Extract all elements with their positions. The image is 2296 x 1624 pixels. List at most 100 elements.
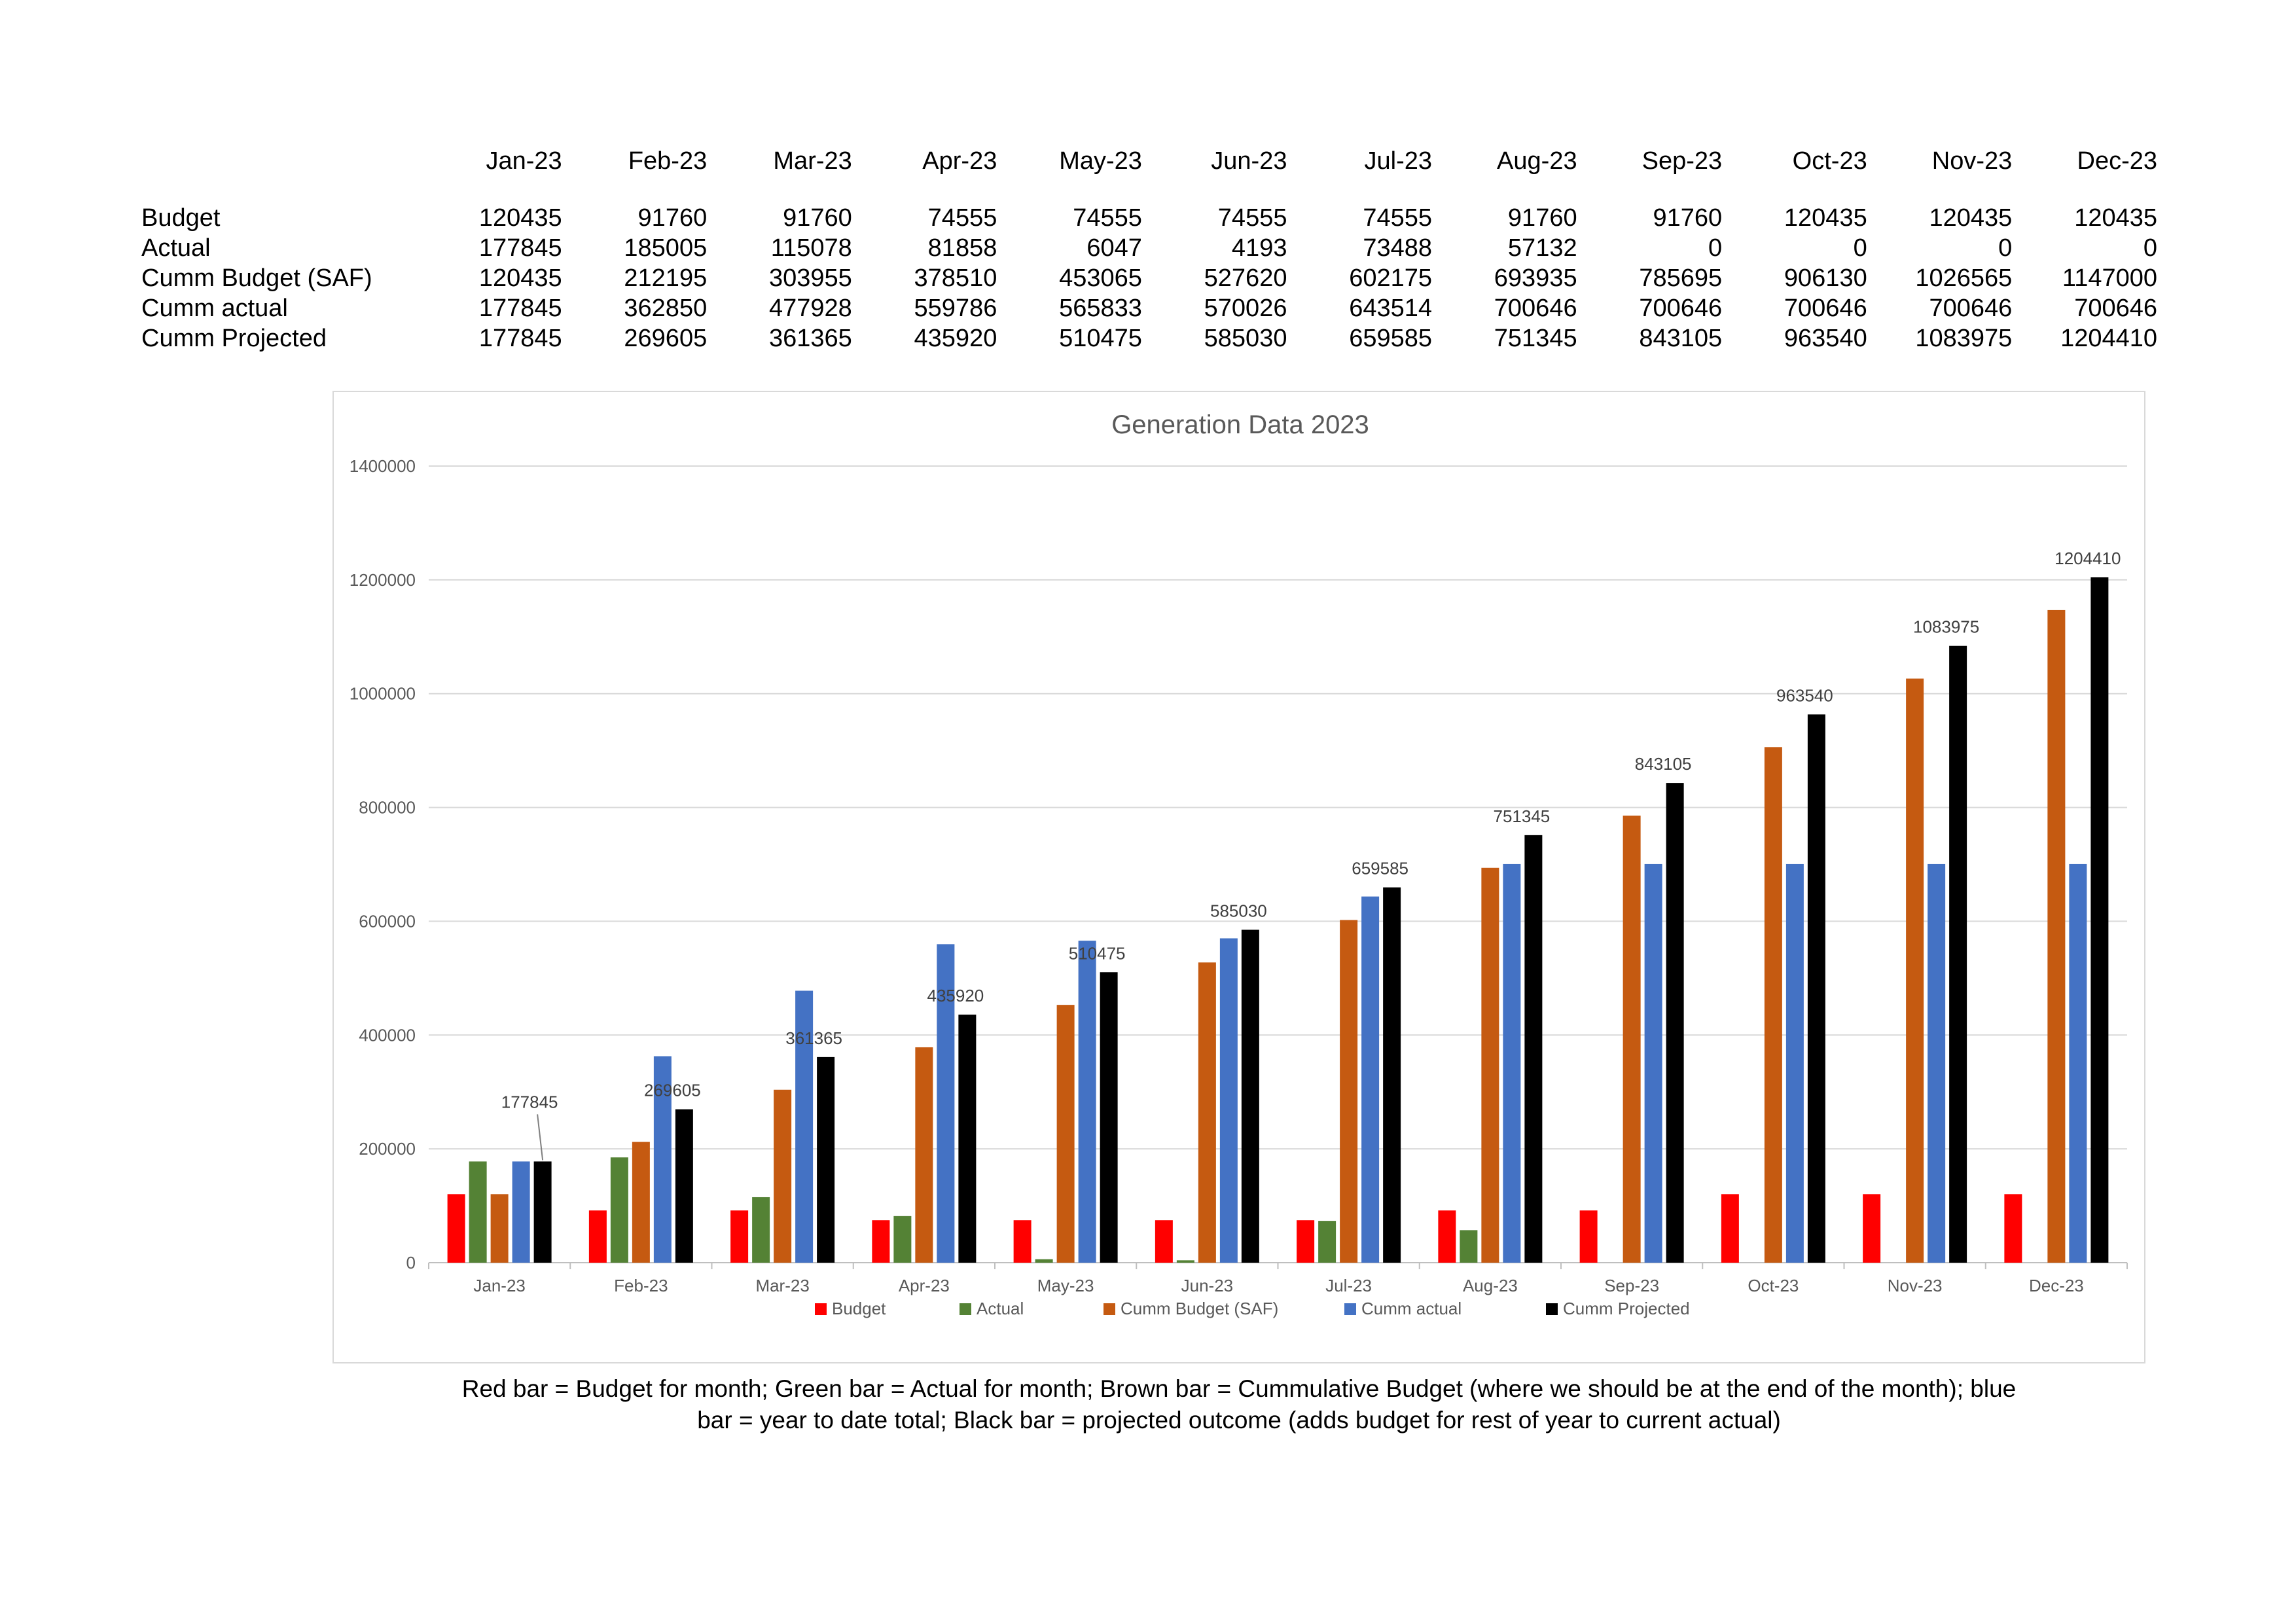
table-cell: 570026 bbox=[1204, 295, 1287, 322]
data-label: 510475 bbox=[1069, 943, 1126, 963]
data-label: 269605 bbox=[644, 1081, 701, 1100]
table-body: Budget 120435 91760 91760 74555 74555 74555 745… bbox=[141, 203, 2157, 353]
row-label: Cumm Projected bbox=[141, 325, 327, 352]
table-cell: 177845 bbox=[478, 234, 562, 262]
table-cell: 74555 bbox=[1073, 204, 1142, 232]
table-cell: 74555 bbox=[1363, 204, 1433, 232]
table-cell: 700646 bbox=[1929, 295, 2013, 322]
table-row: Budget 120435 91760 91760 74555 74555 74555 745… bbox=[141, 203, 2157, 233]
table-cell: 700646 bbox=[1784, 295, 1867, 322]
x-tick-label: Aug-23 bbox=[1463, 1276, 1518, 1295]
row-label: Cumm Budget (SAF) bbox=[141, 264, 372, 292]
bar-cumm-projected bbox=[958, 1015, 977, 1263]
x-tick-label: Sep-23 bbox=[1604, 1276, 1659, 1295]
data-label: 751345 bbox=[1493, 806, 1550, 826]
bar-cumm-actual bbox=[1219, 938, 1238, 1263]
data-label: 1204410 bbox=[2054, 549, 2121, 568]
month-header-row: Jan-23 Feb-23 Mar-23 Apr-23 May-23 Jun-23 Jul-… bbox=[141, 143, 2157, 179]
legend-label: Cumm actual bbox=[1361, 1299, 1462, 1318]
month-header-cell: Oct-23 bbox=[1792, 147, 1867, 175]
bar-budget bbox=[447, 1194, 465, 1263]
table-cell: 378510 bbox=[914, 264, 997, 292]
data-label: 435920 bbox=[927, 986, 984, 1005]
bar-actual bbox=[893, 1216, 912, 1263]
month-header-cell: Nov-23 bbox=[1931, 147, 2013, 175]
bar-cumm-projected bbox=[1383, 887, 1401, 1263]
x-tick-label: Jan-23 bbox=[473, 1276, 526, 1295]
bar-budget bbox=[730, 1210, 749, 1263]
table-cell: 1147000 bbox=[2062, 264, 2157, 292]
legend-label: Cumm Budget (SAF) bbox=[1121, 1299, 1278, 1318]
table-cell: 120435 bbox=[478, 264, 562, 292]
table-cell: 602175 bbox=[1349, 264, 1433, 292]
table-cell: 57132 bbox=[1507, 234, 1577, 262]
table-cell: 81858 bbox=[927, 234, 997, 262]
bar-actual bbox=[1035, 1259, 1053, 1263]
table-row: Actual 177845 185005 115078 81858 6047 4193 734… bbox=[141, 233, 2157, 263]
bar-cumm-budget-saf bbox=[490, 1194, 509, 1263]
table-cell: 0 bbox=[2143, 234, 2157, 262]
y-tick-label: 1400000 bbox=[350, 456, 416, 476]
table-cell: 6047 bbox=[1086, 234, 1142, 262]
bar-cumm-actual bbox=[1361, 896, 1380, 1263]
bar-cumm-budget-saf bbox=[915, 1047, 933, 1263]
table-cell: 74555 bbox=[1217, 204, 1287, 232]
chart-title: Generation Data 2023 bbox=[1111, 410, 1369, 439]
month-header-cell: Jun-23 bbox=[1211, 147, 1287, 175]
legend-swatch bbox=[960, 1303, 971, 1315]
legend-label: Cumm Projected bbox=[1563, 1299, 1690, 1318]
bar-cumm-projected bbox=[1241, 929, 1259, 1263]
bar-cumm-actual bbox=[1928, 863, 1946, 1263]
x-tick-label: Apr-23 bbox=[899, 1276, 950, 1295]
data-label: 963540 bbox=[1776, 685, 1833, 705]
table-cell: 91760 bbox=[1653, 204, 1723, 232]
table-cell: 700646 bbox=[1639, 295, 1723, 322]
x-tick-label: Dec-23 bbox=[2029, 1276, 2084, 1295]
bar-cumm-projected bbox=[1100, 972, 1118, 1263]
bar-cumm-actual bbox=[795, 990, 814, 1263]
table-cell: 843105 bbox=[1639, 325, 1723, 352]
table-cell: 477928 bbox=[768, 295, 852, 322]
table-cell: 0 bbox=[1998, 234, 2013, 262]
bar-budget bbox=[1579, 1210, 1598, 1263]
legend-swatch bbox=[1103, 1303, 1115, 1315]
table-cell: 362850 bbox=[624, 295, 708, 322]
table-corner bbox=[141, 143, 417, 179]
table-cell: 177845 bbox=[478, 295, 562, 322]
table-cell: 120435 bbox=[1929, 204, 2013, 232]
bar-cumm-projected bbox=[1949, 645, 1967, 1263]
bar-cumm-actual bbox=[937, 944, 955, 1263]
table-cell: 693935 bbox=[1494, 264, 1577, 292]
row-label: Budget bbox=[141, 204, 221, 232]
table-cell: 120435 bbox=[2074, 204, 2157, 232]
table-cell: 1083975 bbox=[1915, 325, 2013, 352]
x-tick-label: Oct-23 bbox=[1748, 1276, 1799, 1295]
month-header-cell: Jul-23 bbox=[1364, 147, 1433, 175]
table-cell: 4193 bbox=[1231, 234, 1287, 262]
bar-cumm-projected bbox=[675, 1109, 693, 1263]
table-cell: 559786 bbox=[914, 295, 997, 322]
month-header-cell: May-23 bbox=[1059, 147, 1142, 175]
table-cell: 0 bbox=[1708, 234, 1723, 262]
bar-actual bbox=[752, 1197, 770, 1263]
data-label-leader bbox=[537, 1114, 544, 1161]
caption-line-1: Red bar = Budget for month; Green bar = … bbox=[461, 1375, 2017, 1402]
x-tick-label: Nov-23 bbox=[1888, 1276, 1943, 1295]
bar-cumm-actual bbox=[1644, 863, 1662, 1263]
bar-cumm-budget-saf bbox=[1056, 1005, 1075, 1263]
bar-cumm-projected bbox=[1524, 835, 1543, 1263]
data-label: 843105 bbox=[1635, 754, 1692, 774]
table-cell: 785695 bbox=[1639, 264, 1723, 292]
y-tick-label: 1000000 bbox=[350, 684, 416, 704]
data-label: 177845 bbox=[501, 1092, 558, 1111]
table-cell: 212195 bbox=[624, 264, 708, 292]
table-cell: 643514 bbox=[1349, 295, 1433, 322]
y-tick-label: 800000 bbox=[359, 798, 416, 818]
table-cell: 91760 bbox=[637, 204, 708, 232]
bar-cumm-budget-saf bbox=[1623, 816, 1641, 1263]
x-tick-label: Mar-23 bbox=[755, 1276, 809, 1295]
legend-label: Budget bbox=[832, 1299, 886, 1318]
table-row: Cumm actual 177845 362850 477928 559786 56583… bbox=[141, 293, 2157, 323]
table-row: Cumm Projected 177845 269605 361365 435920 51… bbox=[141, 323, 2157, 353]
table-cell: 73488 bbox=[1363, 234, 1433, 262]
